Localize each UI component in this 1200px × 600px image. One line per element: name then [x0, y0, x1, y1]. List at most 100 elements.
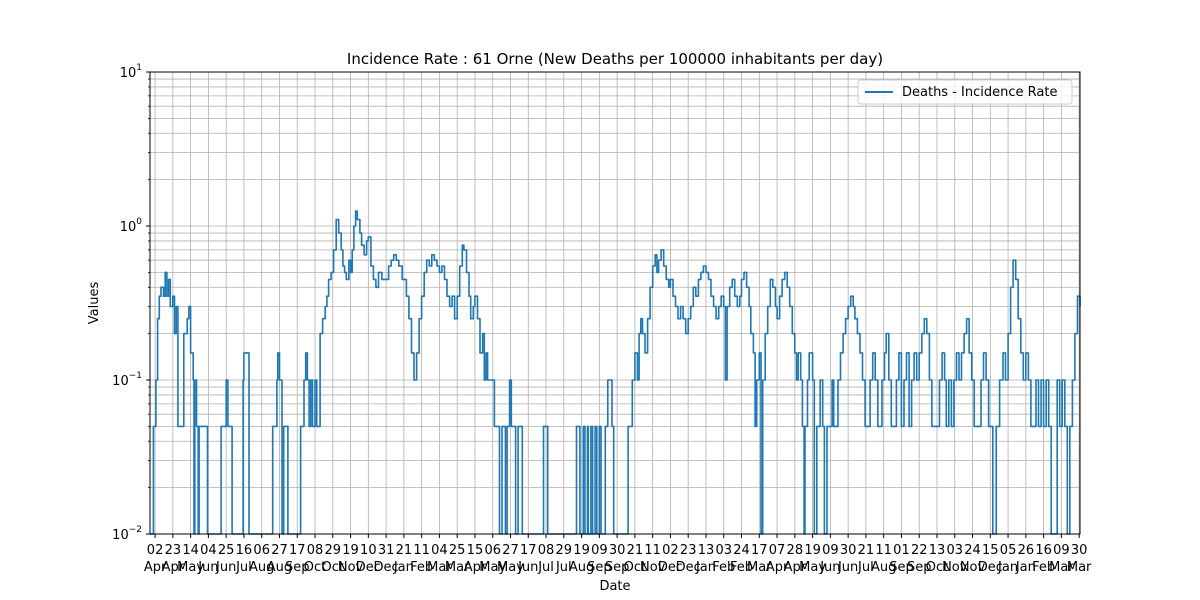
plot-frame	[149, 71, 1081, 535]
x-tick-label-day: 25	[218, 543, 235, 558]
x-tick-label-day: 06	[253, 543, 270, 558]
x-tick-label-month: Apr	[766, 560, 789, 575]
x-tick-label-month: Mar	[1049, 560, 1074, 575]
x-tick-label-day: 19	[804, 543, 821, 558]
x-tick-label-day: 25	[449, 543, 466, 558]
x-tick-label-month: Dec	[356, 560, 381, 575]
x-tick-label-month: Mar	[445, 560, 470, 575]
chart-title: Incidence Rate : 61 Orne (New Deaths per…	[347, 50, 883, 68]
x-tick-label-day: 01	[893, 543, 910, 558]
x-tick-label-month: Apr	[162, 560, 185, 575]
x-tick-label-day: 30	[840, 543, 857, 558]
x-tick-label-month: Nov	[640, 560, 666, 575]
x-tick-label-month: Jan	[997, 560, 1018, 575]
series-line-deaths-incidence-rate	[150, 210, 1081, 535]
x-tick-label-month: Oct	[322, 560, 344, 575]
x-tick-label-month: Jul	[857, 560, 874, 575]
y-tick-label: 10−2	[112, 525, 142, 543]
x-tick-label-month: Sep	[587, 560, 612, 575]
x-tick-label-month: Dec	[676, 560, 701, 575]
x-tick-label-month: Mar	[1067, 560, 1092, 575]
x-tick-label-day: 30	[1071, 543, 1088, 558]
legend-label: Deaths - Incidence Rate	[902, 85, 1057, 100]
x-tick-label-day: 17	[520, 543, 537, 558]
x-tick-label-day: 02	[662, 543, 679, 558]
x-tick-label-month: Feb	[410, 560, 433, 575]
plot-area	[150, 72, 1080, 534]
x-tick-label-day: 22	[911, 543, 928, 558]
x-tick-label-day: 06	[484, 543, 501, 558]
x-tick-label-month: Jan	[1015, 560, 1036, 575]
y-axis-label: Values	[87, 282, 102, 325]
x-tick-label-day: 16	[1035, 543, 1052, 558]
x-tick-label-month: Jul	[555, 560, 572, 575]
x-tick-label-month: Jun	[819, 560, 840, 575]
x-tick-label-day: 15	[982, 543, 999, 558]
y-tick-label: 100	[120, 217, 143, 235]
x-tick-label-month: Jun	[197, 560, 218, 575]
x-tick-label-day: 21	[858, 543, 875, 558]
x-tick-label-month: Nov	[960, 560, 986, 575]
x-tick-label-day: 23	[680, 543, 697, 558]
x-tick-label-day: 09	[591, 543, 608, 558]
x-tick-label-month: Apr	[144, 560, 167, 575]
x-tick-label-month: Dec	[374, 560, 399, 575]
x-tick-label-month: Oct	[304, 560, 326, 575]
series-layer	[150, 210, 1081, 535]
x-tick-label-day: 28	[787, 543, 804, 558]
x-tick-label-month: Dec	[658, 560, 683, 575]
x-tick-label-month: May	[177, 560, 204, 575]
x-tick-label-day: 03	[715, 543, 732, 558]
x-tick-label-day: 19	[573, 543, 590, 558]
x-tick-label-month: Mar	[747, 560, 772, 575]
x-tick-label-day: 04	[431, 543, 448, 558]
x-tick-label-month: May	[497, 560, 524, 575]
x-tick-label-day: 23	[165, 543, 182, 558]
x-tick-label-month: Jul	[537, 560, 554, 575]
x-tick-label-day: 04	[200, 543, 217, 558]
x-tick-label-month: Feb	[730, 560, 753, 575]
x-tick-label-month: Jun	[517, 560, 538, 575]
x-tick-label-day: 05	[1000, 543, 1017, 558]
x-tick-label-month: Jan	[393, 560, 414, 575]
x-tick-label-day: 11	[875, 543, 892, 558]
x-tick-label-day: 10	[360, 543, 377, 558]
x-tick-label-day: 11	[644, 543, 661, 558]
x-tick-label-month: Jul	[235, 560, 252, 575]
x-tick-label-day: 13	[698, 543, 715, 558]
x-tick-label-month: Apr	[464, 560, 487, 575]
x-tick-label-day: 11	[413, 543, 430, 558]
x-tick-label-day: 27	[271, 543, 288, 558]
x-tick-label-day: 08	[538, 543, 555, 558]
x-tick-label-month: Apr	[784, 560, 807, 575]
y-tick-label: 101	[120, 63, 142, 81]
x-tick-label-month: Sep	[605, 560, 630, 575]
x-axis: 02Apr23Apr14May04Jun25Jun16Jul06Aug27Aug…	[144, 534, 1092, 575]
x-tick-label-month: Nov	[338, 560, 364, 575]
x-tick-label-day: 27	[502, 543, 519, 558]
legend: Deaths - Incidence Rate	[857, 79, 1073, 105]
x-tick-label-day: 03	[946, 543, 963, 558]
x-tick-label-day: 13	[929, 543, 946, 558]
x-tick-label-day: 09	[822, 543, 839, 558]
x-tick-label-day: 08	[307, 543, 324, 558]
x-tick-label-month: Sep	[889, 560, 914, 575]
x-tick-label-month: Feb	[1032, 560, 1055, 575]
y-tick-label: 10−1	[112, 371, 142, 389]
x-tick-label-month: Aug	[267, 560, 292, 575]
x-tick-label-day: 14	[182, 543, 199, 558]
x-tick-label-month: Nov	[942, 560, 968, 575]
legend-box	[857, 79, 1073, 105]
x-tick-label-day: 21	[396, 543, 413, 558]
x-tick-label-month: Jun	[837, 560, 858, 575]
x-tick-label-month: Aug	[871, 560, 896, 575]
x-tick-label-month: Jun	[215, 560, 236, 575]
x-tick-label-month: Aug	[249, 560, 274, 575]
x-tick-label-day: 09	[1053, 543, 1070, 558]
x-tick-label-month: Oct	[926, 560, 948, 575]
x-tick-label-day: 24	[964, 543, 981, 558]
x-axis-label: Date	[599, 579, 630, 594]
x-tick-label-month: Aug	[569, 560, 594, 575]
x-tick-label-day: 17	[289, 543, 306, 558]
